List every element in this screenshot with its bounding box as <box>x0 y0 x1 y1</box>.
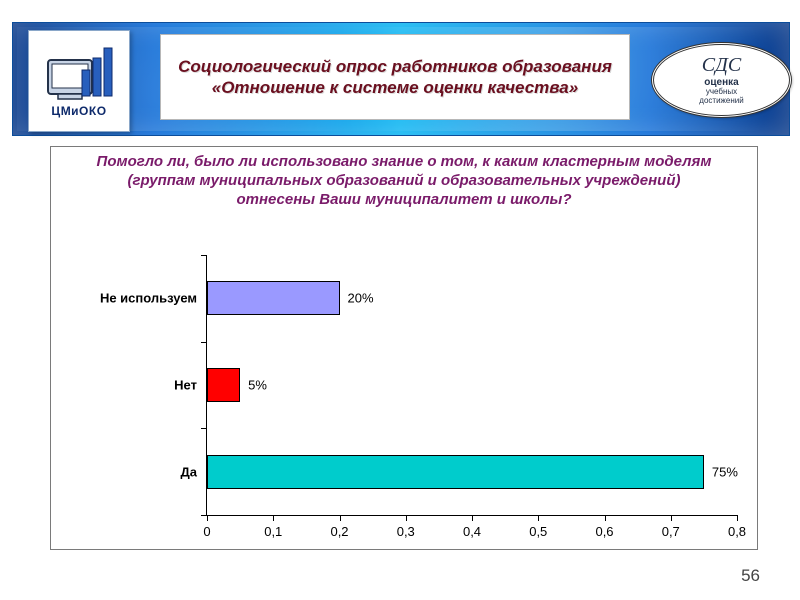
slide: ЦМиОКО Социологический опрос работников … <box>0 0 800 600</box>
badge-line-4: достижений <box>699 97 743 106</box>
bar-value-label: 20% <box>348 291 374 306</box>
x-tick-label: 0,3 <box>397 524 415 539</box>
x-tick <box>340 515 341 521</box>
chart-plot-area: 00,10,20,30,40,50,60,70,8Не используем20… <box>206 255 737 516</box>
x-tick-label: 0,1 <box>264 524 282 539</box>
logo-caption: ЦМиОКО <box>51 104 106 118</box>
x-tick-label: 0,5 <box>529 524 547 539</box>
y-category-label: Да <box>181 465 198 480</box>
x-tick <box>273 515 274 521</box>
page-number: 56 <box>741 566 760 586</box>
logo-icon <box>44 44 114 102</box>
x-tick <box>605 515 606 521</box>
y-category-label: Нет <box>174 378 197 393</box>
badge-acronym: СДС <box>702 55 741 75</box>
y-tick <box>201 342 207 343</box>
y-tick <box>201 255 207 256</box>
bar-value-label: 75% <box>712 465 738 480</box>
x-tick <box>472 515 473 521</box>
x-tick <box>671 515 672 521</box>
y-tick <box>201 515 207 516</box>
x-tick-label: 0,2 <box>330 524 348 539</box>
x-tick <box>538 515 539 521</box>
chart-title: Помогло ли, было ли использовано знание … <box>51 147 757 209</box>
y-category-label: Не используем <box>100 291 197 306</box>
x-tick <box>207 515 208 521</box>
bar <box>207 281 340 315</box>
x-tick-label: 0,6 <box>595 524 613 539</box>
bar-value-label: 5% <box>248 378 267 393</box>
x-tick <box>406 515 407 521</box>
bar <box>207 368 240 402</box>
slide-title: Социологический опрос работников образов… <box>171 56 619 99</box>
logo-box: ЦМиОКО <box>28 30 130 132</box>
title-box: Социологический опрос работников образов… <box>160 34 630 120</box>
x-tick-label: 0,8 <box>728 524 746 539</box>
y-tick <box>201 428 207 429</box>
badge-ellipse: СДС оценка учебных достижений <box>651 42 792 118</box>
bar <box>207 455 704 489</box>
x-tick <box>737 515 738 521</box>
x-tick-label: 0 <box>203 524 210 539</box>
chart-container: Помогло ли, было ли использовано знание … <box>50 146 758 550</box>
x-tick-label: 0,7 <box>662 524 680 539</box>
x-tick-label: 0,4 <box>463 524 481 539</box>
